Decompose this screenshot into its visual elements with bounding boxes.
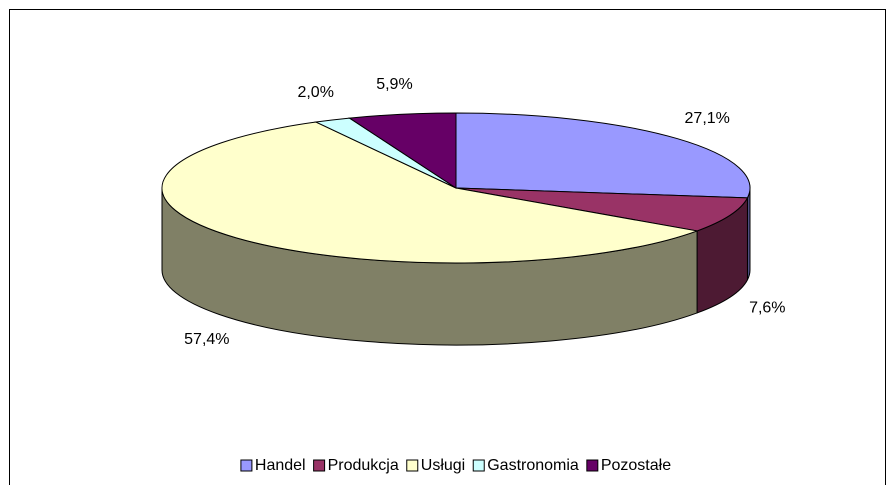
data-label: 7,6% <box>749 299 785 316</box>
legend-swatch <box>240 459 253 472</box>
slice <box>348 112 457 189</box>
data-label: 27,1% <box>685 110 730 127</box>
legend-swatch <box>472 459 485 472</box>
legend-label: Produkcja <box>328 457 399 474</box>
data-label: 2,0% <box>297 84 333 101</box>
legend-label: Gastronomia <box>487 457 579 474</box>
data-label: 5,9% <box>376 76 412 93</box>
legend-swatch <box>313 459 326 472</box>
legend-swatch <box>586 459 599 472</box>
legend: Handel Produkcja Usługi Gastronomia Pozostał… <box>240 457 671 474</box>
data-label: 57,4% <box>184 331 229 348</box>
legend-label: Pozostałe <box>601 457 671 474</box>
legend-label: Usługi <box>421 457 465 474</box>
slice <box>455 187 749 232</box>
slice <box>455 112 751 199</box>
slice <box>161 121 699 264</box>
legend-label: Handel <box>255 457 306 474</box>
legend-swatch <box>406 459 419 472</box>
